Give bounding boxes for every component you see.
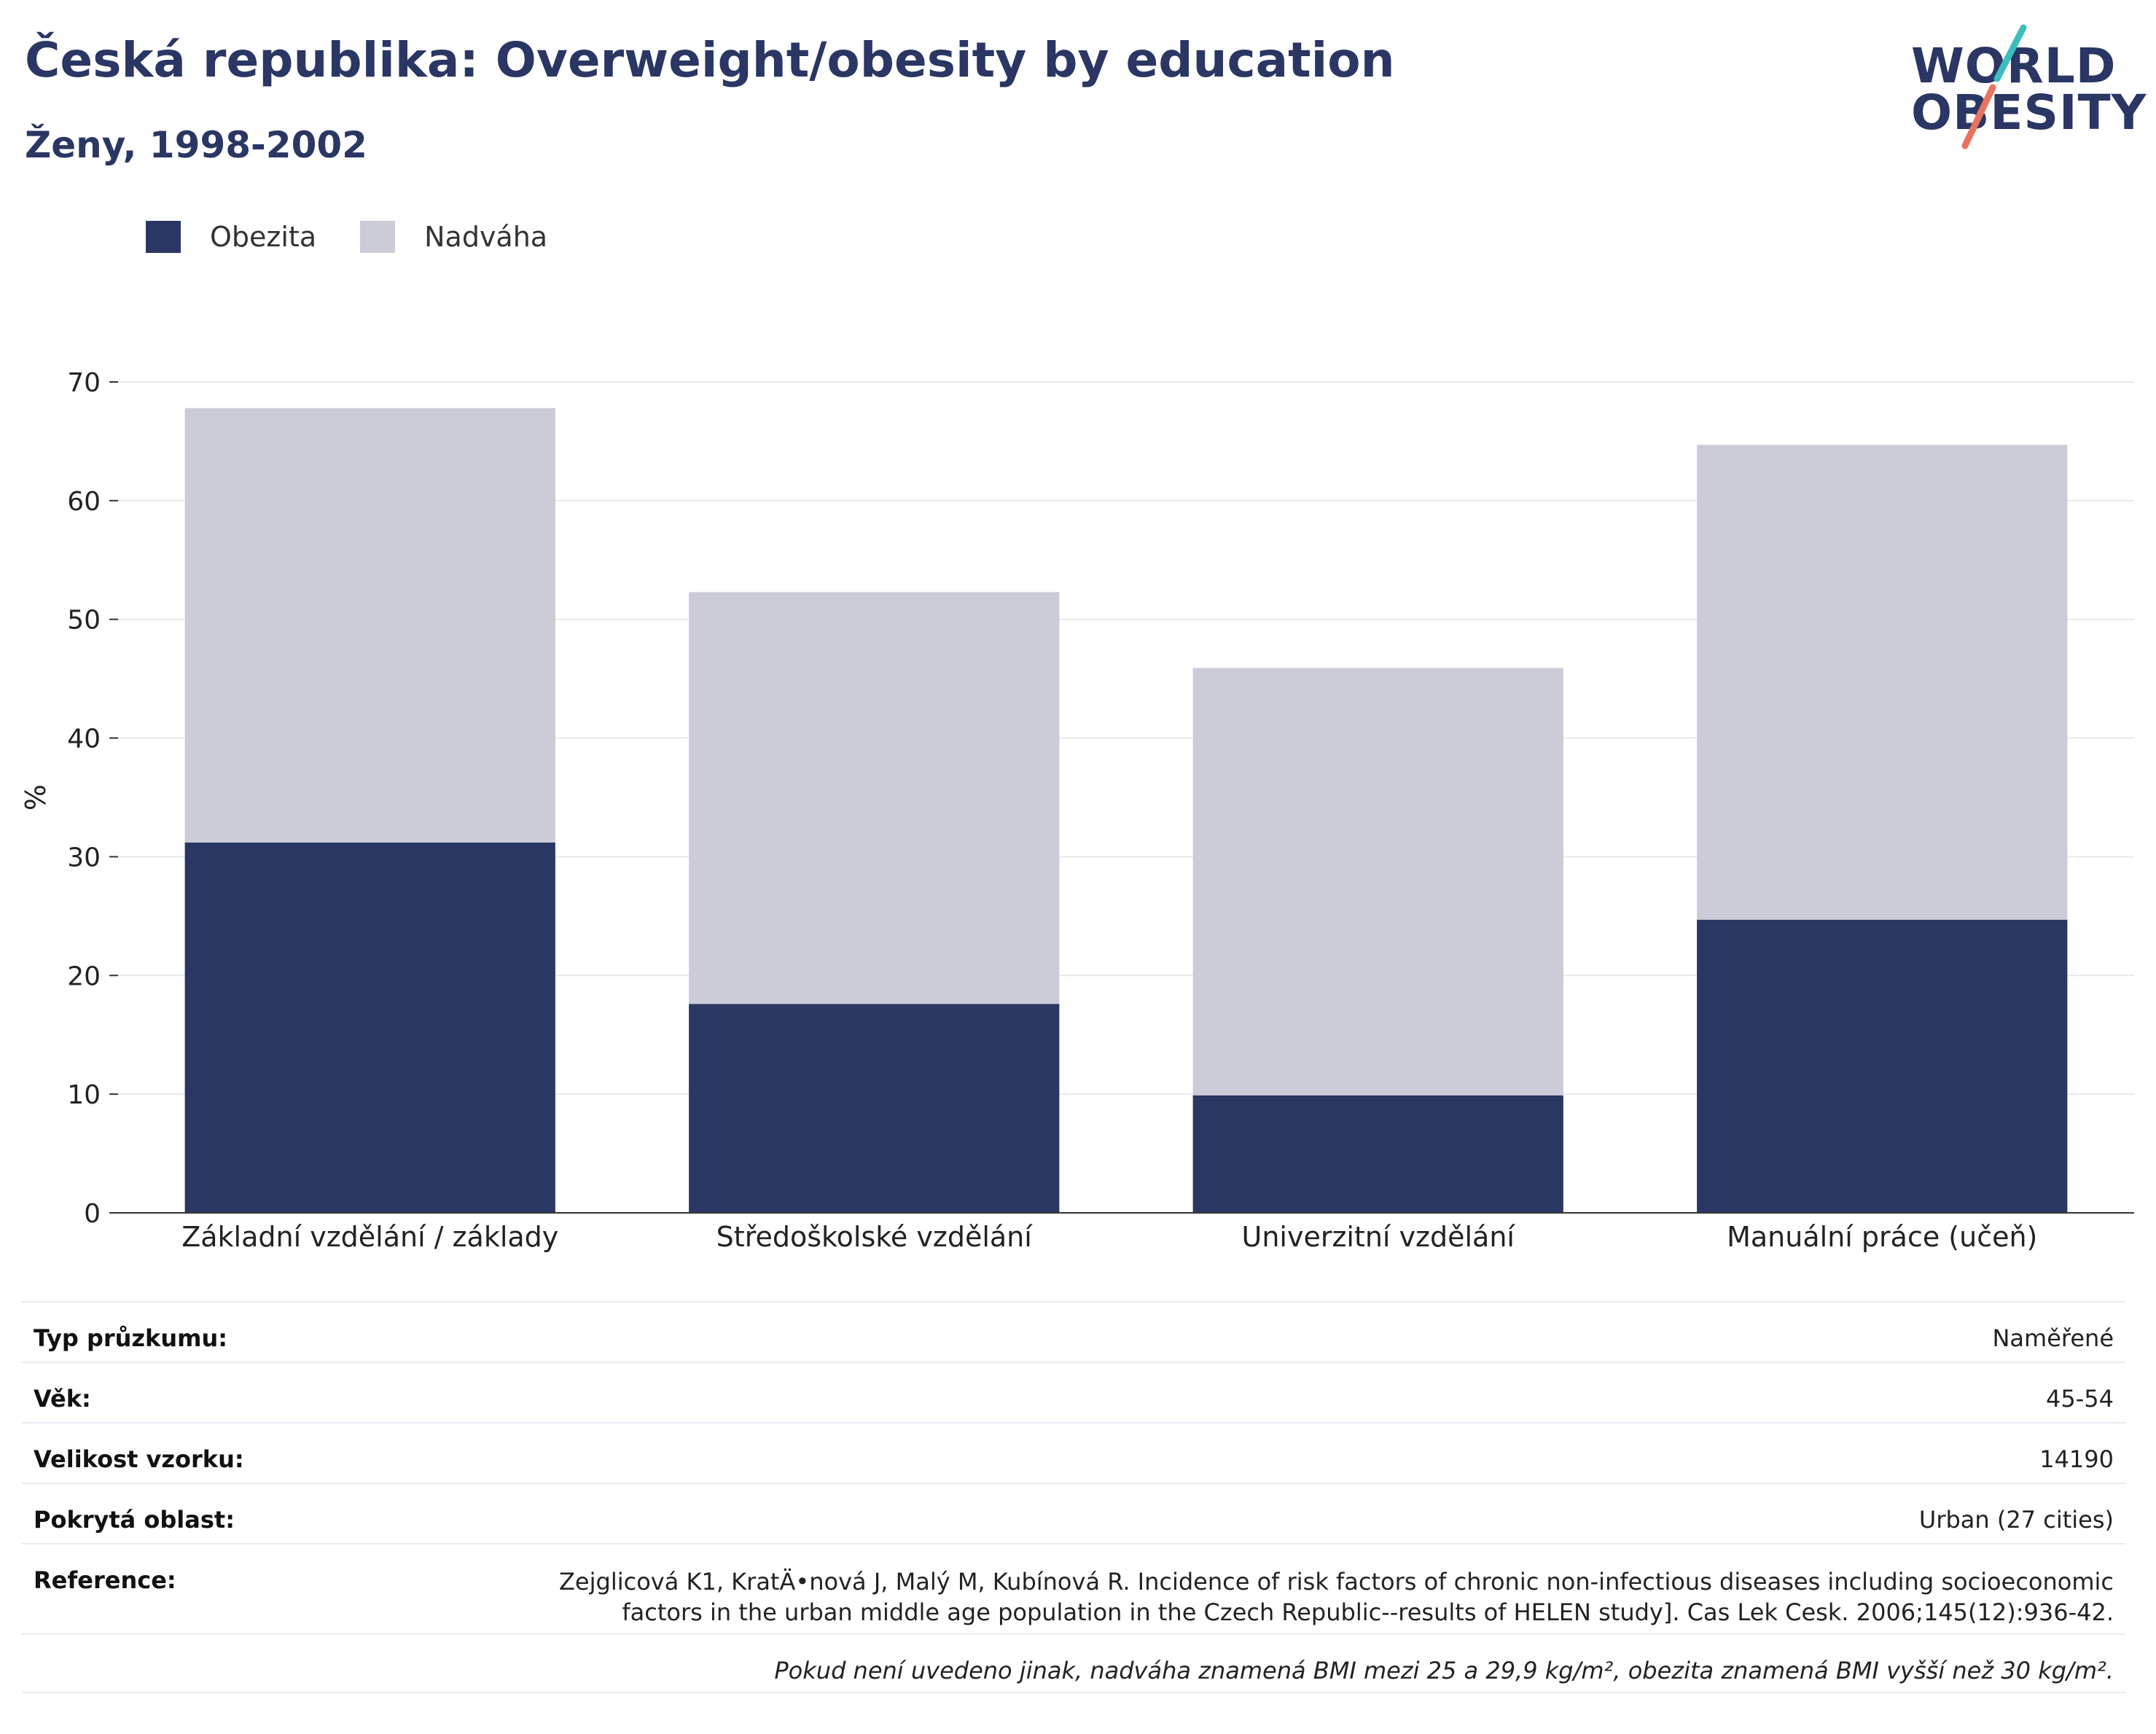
chart-legend: Obezita Nadváha [146, 219, 591, 255]
chart-subtitle: Ženy, 1998-2002 [25, 124, 367, 166]
bar-obezita-1 [689, 1004, 1060, 1213]
bar-nadváha-0 [184, 407, 555, 843]
bmi-definition-note: Pokud není uvedeno jinak, nadváha znamen… [774, 1657, 2114, 1684]
y-tick-label: 60 [67, 487, 101, 517]
bar-obezita-0 [184, 842, 555, 1213]
legend-swatch-nadvaha [360, 221, 396, 253]
y-tick-label: 30 [67, 843, 101, 872]
bar-nadváha-3 [1697, 445, 2068, 920]
x-category-label: Univerzitní vzdělání [1242, 1221, 1516, 1253]
info-row-survey-type: Typ průzkumu: Naměřené [22, 1301, 2125, 1362]
y-tick-label: 40 [67, 725, 101, 754]
y-tick-label: 70 [67, 368, 101, 398]
info-value: 45-54 [2046, 1385, 2114, 1413]
legend-label-nadvaha: Nadváha [424, 221, 548, 253]
info-row-area: Pokrytá oblast: Urban (27 cities) [22, 1483, 2125, 1543]
info-key: Pokrytá oblast: [34, 1506, 235, 1534]
info-row-age: Věk: 45-54 [22, 1362, 2125, 1422]
y-tick-label: 50 [67, 606, 101, 636]
info-key: Reference: [34, 1566, 176, 1594]
bar-obezita-2 [1192, 1095, 1563, 1213]
y-tick-label: 0 [84, 1199, 101, 1229]
info-value: Naměřené [1992, 1324, 2114, 1352]
x-category-label: Středoškolské vzdělání [716, 1221, 1034, 1253]
y-axis-title: % [20, 784, 52, 811]
info-row-note: Pokud není uvedeno jinak, nadváha znamen… [22, 1633, 2125, 1693]
reference-line-2: factors in the urban middle age populati… [622, 1598, 2114, 1626]
info-value: Urban (27 cities) [1918, 1506, 2114, 1534]
info-row-sample-size: Velikost vzorku: 14190 [22, 1422, 2125, 1483]
y-tick-label: 10 [67, 1080, 101, 1110]
bar-chart: 0 10 20 30 40 50 60 70% Základní vzdělání / zákl… [20, 368, 2134, 1253]
bar-obezita-3 [1697, 919, 2068, 1213]
x-category-label: Základní vzdělání / základy [181, 1221, 558, 1253]
info-table: Typ průzkumu: Naměřené Věk: 45-54 Veliko… [22, 1301, 2125, 1693]
legend-swatch-obezita [146, 221, 181, 253]
legend-item-obezita: Obezita [146, 221, 316, 253]
legend-label-obezita: Obezita [210, 221, 317, 253]
info-value: 14190 [2039, 1445, 2114, 1473]
reference-text: Zejglicová K1, KratÄ•nová J, Malý M, Kub… [559, 1544, 2114, 1628]
x-category-label: Manuální práce (učeň) [1727, 1221, 2037, 1253]
info-key: Velikost vzorku: [34, 1445, 244, 1473]
reference-line-1: Zejglicová K1, KratÄ•nová J, Malý M, Kub… [559, 1568, 2114, 1596]
info-row-reference: Reference: Zejglicová K1, KratÄ•nová J, … [22, 1543, 2125, 1633]
logo-slash-icon [1961, 24, 2027, 149]
bar-nadváha-1 [689, 592, 1060, 1004]
world-obesity-logo: WORLD OBESITY [1895, 22, 2146, 160]
info-key: Věk: [34, 1385, 91, 1413]
info-key: Typ průzkumu: [34, 1324, 228, 1352]
legend-item-nadvaha: Nadváha [360, 221, 547, 253]
y-tick-label: 20 [67, 961, 101, 991]
chart-title: Česká republika: Overweight/obesity by e… [25, 32, 1395, 88]
logo-text-obesity: OBESITY [1911, 85, 2147, 141]
bar-nadváha-2 [1192, 668, 1563, 1096]
